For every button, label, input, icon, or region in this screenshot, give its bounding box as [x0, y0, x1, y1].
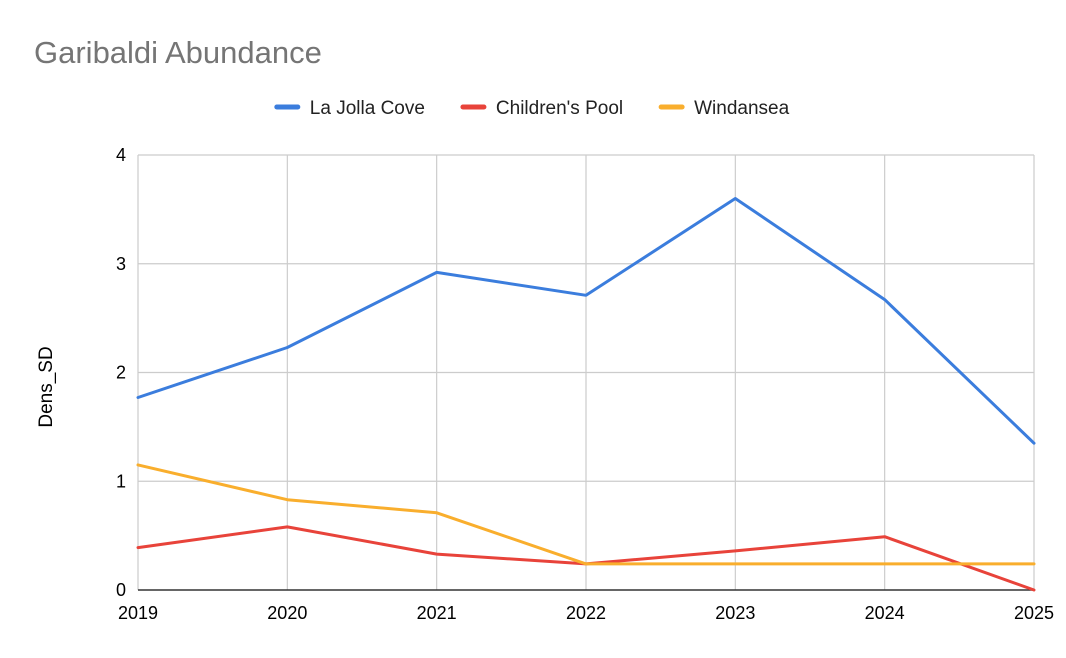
chart-title: Garibaldi Abundance [34, 35, 322, 70]
grid-lines [137, 154, 1035, 590]
series-line-la-jolla-cove[interactable] [136, 197, 1036, 445]
legend-label: Children's Pool [496, 98, 623, 119]
legend-label: Windansea [694, 98, 789, 119]
y-tick-label: 4 [116, 145, 126, 165]
y-tick-label: 2 [116, 363, 126, 383]
legend-label: La Jolla Cove [310, 98, 425, 119]
series-lines [136, 197, 1036, 592]
y-tick-label: 0 [116, 580, 126, 600]
legend[interactable]: La Jolla Cove Children's Pool Windansea [274, 98, 790, 119]
series-line-windansea[interactable] [136, 463, 1036, 566]
x-tick-label: 2020 [267, 603, 307, 623]
y-tick-label: 3 [116, 254, 126, 274]
y-axis-title: Dens_SD [36, 346, 57, 427]
x-tick-label: 2023 [715, 603, 755, 623]
axes: 0 1 2 3 4 2019 2020 2021 2022 2023 2024 2025 [116, 145, 1054, 623]
x-tick-label: 2021 [417, 603, 457, 623]
x-tick-label: 2022 [566, 603, 606, 623]
x-tick-label: 2019 [118, 603, 158, 623]
x-tick-label: 2025 [1014, 603, 1054, 623]
x-tick-label: 2024 [865, 603, 905, 623]
y-tick-label: 1 [116, 471, 126, 491]
